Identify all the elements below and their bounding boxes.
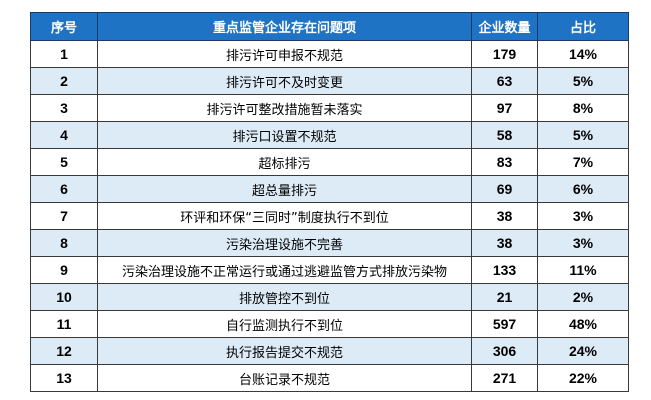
row-number: 4: [30, 121, 98, 149]
table-row: 4 排污口设置不规范 58 5%: [30, 121, 629, 149]
row-number: 13: [30, 364, 98, 392]
row-number: 12: [30, 337, 98, 365]
row-number: 6: [30, 175, 98, 203]
table-row: 7 环评和环保“三同时”制度执行不到位 38 3%: [30, 202, 629, 230]
issue-cell: 排放管控不到位: [97, 283, 472, 311]
count-cell: 597: [471, 310, 538, 338]
row-number: 3: [30, 94, 98, 122]
count-cell: 271: [471, 364, 538, 392]
row-number: 7: [30, 202, 98, 230]
percent-cell: 14%: [537, 40, 629, 68]
count-cell: 58: [471, 121, 538, 149]
percent-cell: 7%: [537, 148, 629, 176]
table-row: 10 排放管控不到位 21 2%: [30, 283, 629, 311]
percent-cell: 3%: [537, 229, 629, 257]
column-header: 占比: [537, 12, 629, 41]
count-cell: 306: [471, 337, 538, 365]
table-row: 13 台账记录不规范 271 22%: [30, 364, 629, 392]
issue-cell: 自行监测执行不到位: [97, 310, 472, 338]
percent-cell: 22%: [537, 364, 629, 392]
issue-cell: 污染治理设施不完善: [97, 229, 472, 257]
count-cell: 97: [471, 94, 538, 122]
issue-cell: 超标排污: [97, 148, 472, 176]
percent-cell: 3%: [537, 202, 629, 230]
issues-table: 序号 重点监管企业存在问题项 企业数量 占比 1 排污许可申报不规范 179 14% 2 排污许…: [30, 12, 629, 392]
table-row: 1 排污许可申报不规范 179 14%: [30, 40, 629, 68]
column-header: 重点监管企业存在问题项: [97, 12, 472, 41]
table-row: 2 排污许可不及时变更 63 5%: [30, 67, 629, 95]
row-number: 2: [30, 67, 98, 95]
issue-cell: 排污口设置不规范: [97, 121, 472, 149]
percent-cell: 11%: [537, 256, 629, 284]
header-row: 序号 重点监管企业存在问题项 企业数量 占比: [30, 12, 629, 41]
issue-cell: 排污许可不及时变更: [97, 67, 472, 95]
table-row: 6 超总量排污 69 6%: [30, 175, 629, 203]
count-cell: 179: [471, 40, 538, 68]
row-number: 5: [30, 148, 98, 176]
percent-cell: 5%: [537, 67, 629, 95]
row-number: 11: [30, 310, 98, 338]
issue-cell: 环评和环保“三同时”制度执行不到位: [97, 202, 472, 230]
column-header: 序号: [30, 12, 98, 41]
count-cell: 63: [471, 67, 538, 95]
table-row: 11 自行监测执行不到位 597 48%: [30, 310, 629, 338]
issue-cell: 执行报告提交不规范: [97, 337, 472, 365]
count-cell: 133: [471, 256, 538, 284]
percent-cell: 48%: [537, 310, 629, 338]
row-number: 8: [30, 229, 98, 257]
issue-cell: 排污许可整改措施暂未落实: [97, 94, 472, 122]
percent-cell: 6%: [537, 175, 629, 203]
issue-cell: 污染治理设施不正常运行或通过逃避监管方式排放污染物: [97, 256, 472, 284]
table-row: 3 排污许可整改措施暂未落实 97 8%: [30, 94, 629, 122]
row-number: 9: [30, 256, 98, 284]
row-number: 10: [30, 283, 98, 311]
table-row: 12 执行报告提交不规范 306 24%: [30, 337, 629, 365]
count-cell: 38: [471, 202, 538, 230]
count-cell: 21: [471, 283, 538, 311]
column-header: 企业数量: [471, 12, 538, 41]
percent-cell: 5%: [537, 121, 629, 149]
issue-cell: 台账记录不规范: [97, 364, 472, 392]
percent-cell: 2%: [537, 283, 629, 311]
issue-cell: 排污许可申报不规范: [97, 40, 472, 68]
issue-cell: 超总量排污: [97, 175, 472, 203]
table-row: 9 污染治理设施不正常运行或通过逃避监管方式排放污染物 133 11%: [30, 256, 629, 284]
percent-cell: 8%: [537, 94, 629, 122]
count-cell: 38: [471, 229, 538, 257]
count-cell: 83: [471, 148, 538, 176]
table-row: 8 污染治理设施不完善 38 3%: [30, 229, 629, 257]
table-row: 5 超标排污 83 7%: [30, 148, 629, 176]
count-cell: 69: [471, 175, 538, 203]
percent-cell: 24%: [537, 337, 629, 365]
row-number: 1: [30, 40, 98, 68]
